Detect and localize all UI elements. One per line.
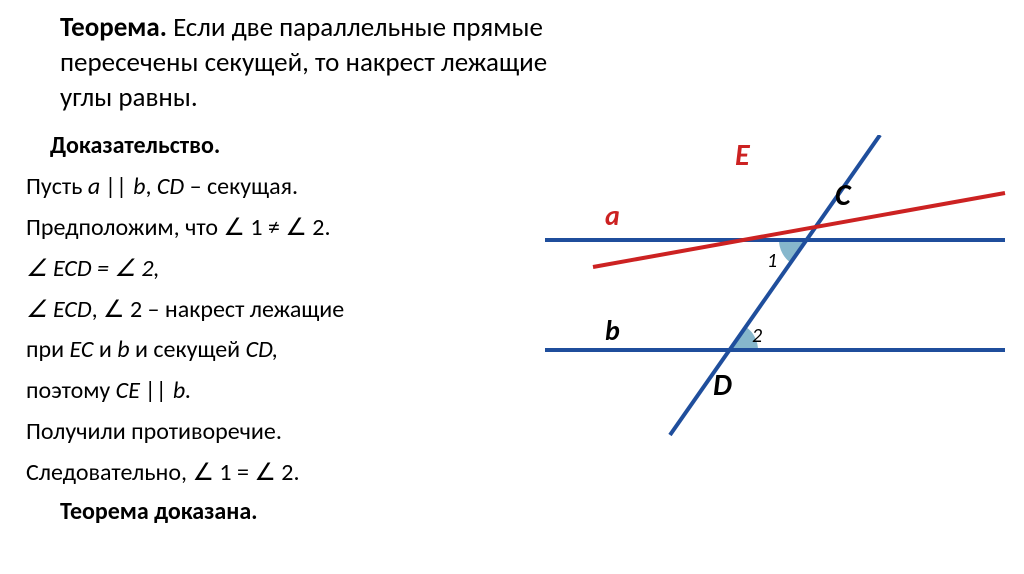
text-column: Теорема. Если две параллельные прямые пе… — [20, 10, 580, 526]
svg-text:C: C — [835, 177, 852, 214]
proof-line-8: Следовательно, ∠ 1 = ∠ 2. — [20, 456, 580, 491]
proof-line-6: поэтому CE || b. — [20, 374, 580, 409]
theorem-proved: Теорема доказана. — [20, 497, 580, 526]
proof-line-3: ∠ ECD = ∠ 2, — [20, 252, 580, 287]
geometry-diagram: E Ca b D 1 2 — [535, 135, 1015, 465]
svg-text:D: D — [713, 367, 732, 404]
diagram-svg: E Ca b D 1 2 — [535, 135, 1015, 465]
svg-text:E: E — [735, 137, 751, 174]
svg-text:a: a — [605, 198, 620, 233]
proof-line-2: Предположим, что ∠ 1 ≠ ∠ 2. — [20, 211, 580, 246]
proof-line-1: Пусть a || b, CD – секущая. — [20, 170, 580, 205]
svg-text:1: 1 — [767, 249, 777, 273]
proof-line-7: Получили противоречие. — [20, 415, 580, 450]
svg-text:b: b — [605, 313, 620, 348]
proof-title: Доказательство. — [20, 131, 580, 160]
proof-line-5: при EC и b и секущей CD, — [20, 333, 580, 368]
svg-text:2: 2 — [752, 324, 762, 348]
theorem-statement: Теорема. Если две параллельные прямые пе… — [20, 10, 580, 115]
theorem-label: Теорема. — [60, 11, 167, 44]
proof-line-4: ∠ ECD, ∠ 2 – накрест лежащие — [20, 293, 580, 328]
